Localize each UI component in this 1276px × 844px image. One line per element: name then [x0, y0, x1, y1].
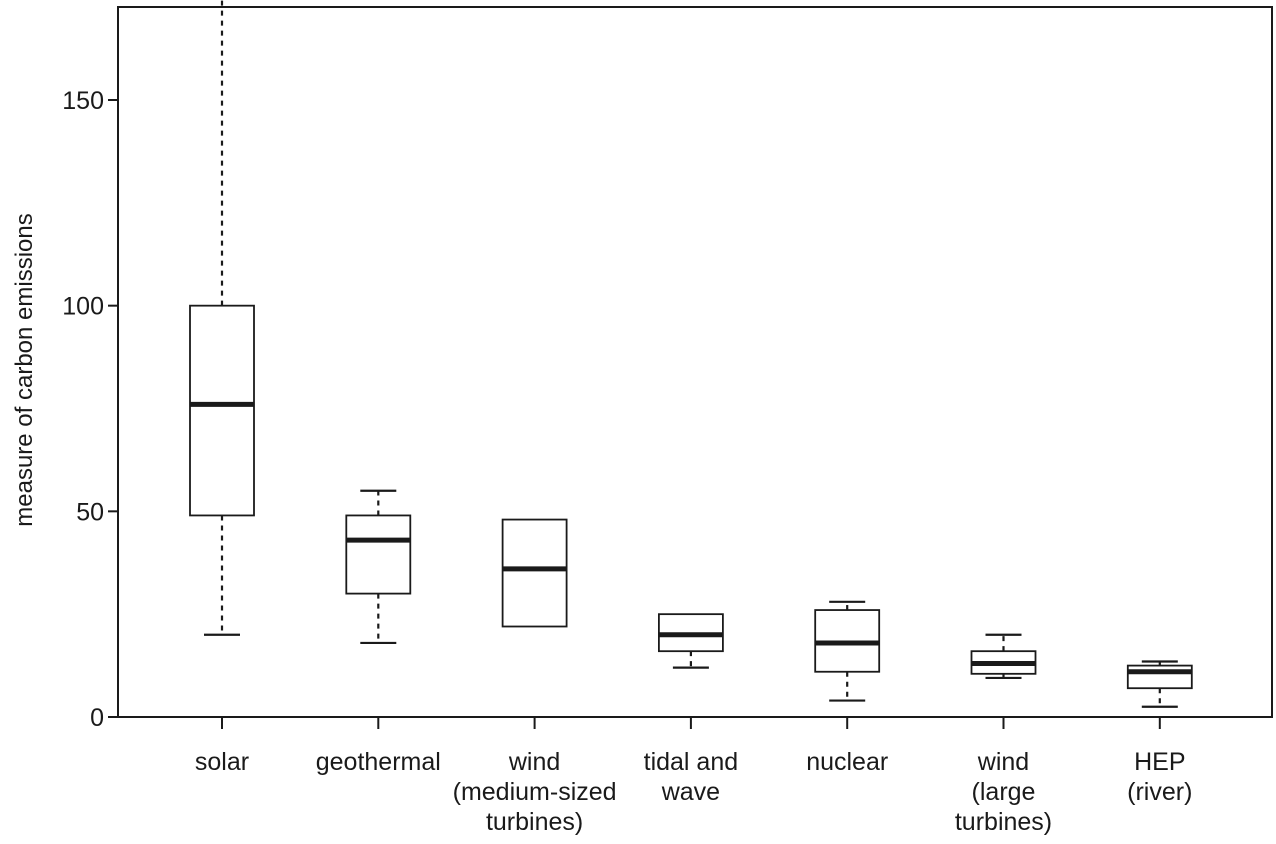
- category-label-line: wave: [661, 778, 720, 806]
- plot-frame: [117, 6, 1273, 718]
- y-tick-label: 100: [62, 293, 104, 321]
- category-label-line: HEP: [1134, 748, 1185, 776]
- category-label-line: solar: [195, 748, 249, 776]
- category-label: tidal and wave: [644, 748, 739, 806]
- category-label-line: turbines): [486, 808, 583, 836]
- box-iqr: [189, 304, 255, 517]
- category-label: HEP (river): [1127, 748, 1192, 806]
- category-label-line: nuclear: [806, 748, 888, 776]
- category-label: wind (medium-sized turbines): [453, 748, 617, 836]
- category-label-line: wind: [977, 748, 1029, 776]
- plot-area: 0 50 100 150 measure of carbon emissions sola…: [11, 0, 1273, 836]
- category-label-line: (medium-sized: [453, 778, 617, 806]
- y-tick-label: 0: [90, 704, 104, 732]
- category-label-line: (large: [972, 778, 1036, 806]
- category-label: nuclear: [806, 748, 888, 776]
- category-label-line: (river): [1127, 778, 1192, 806]
- category-label: solar: [195, 748, 249, 776]
- category-label: wind (large turbines): [955, 748, 1052, 836]
- category-label-line: geothermal: [316, 748, 441, 776]
- box-iqr: [1126, 664, 1193, 690]
- y-axis-title: measure of carbon emissions: [11, 213, 38, 526]
- category-label-line: wind: [508, 748, 560, 776]
- box-iqr: [345, 514, 412, 595]
- y-tick-label: 150: [62, 87, 104, 115]
- category-label-line: tidal and: [644, 748, 739, 776]
- category-label-line: turbines): [955, 808, 1052, 836]
- category-label: geothermal: [316, 748, 441, 776]
- y-tick-label: 50: [76, 498, 104, 526]
- box-iqr: [501, 518, 568, 628]
